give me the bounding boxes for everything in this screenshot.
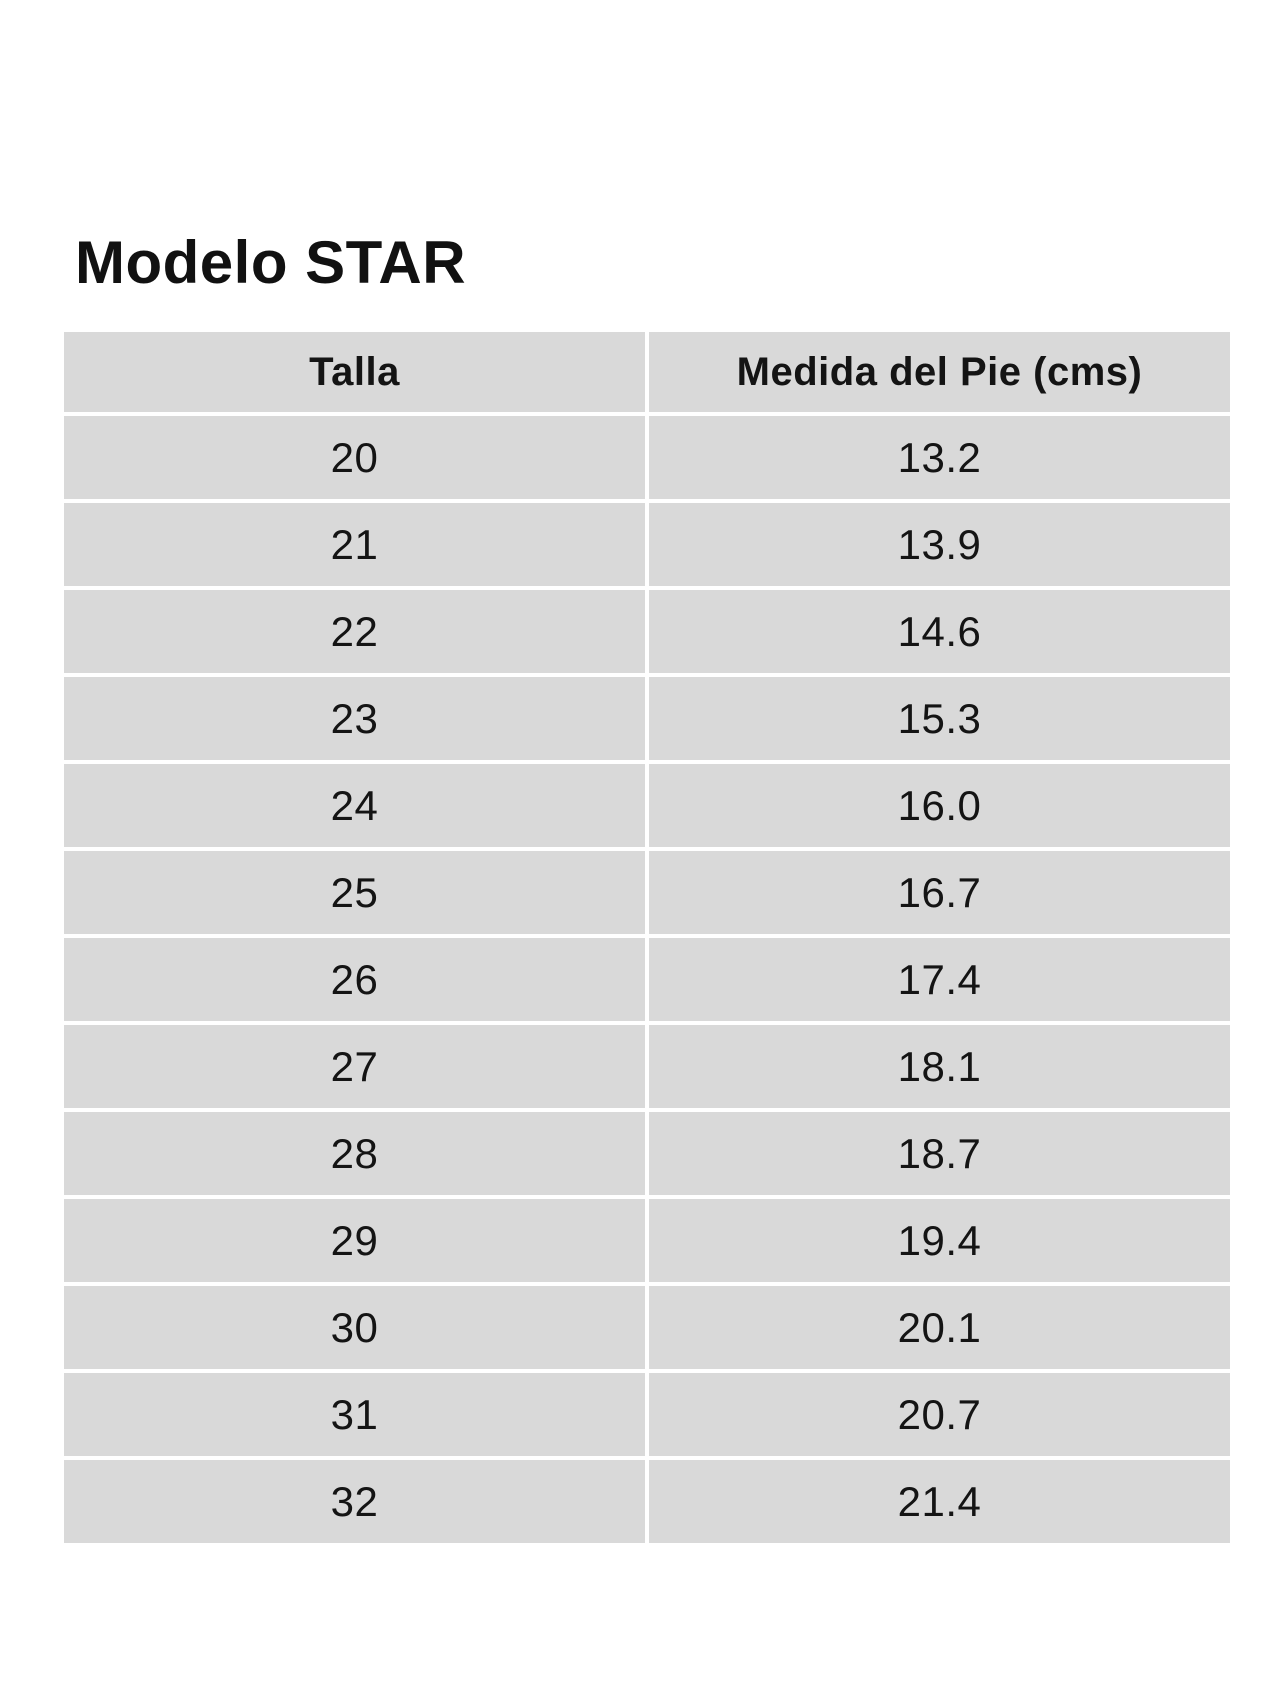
table-row: 30 20.1	[64, 1286, 1230, 1369]
table-header-row: Talla Medida del Pie (cms)	[64, 332, 1230, 412]
talla-cell: 31	[64, 1373, 645, 1456]
medida-cell: 16.0	[649, 764, 1230, 847]
table-row: 23 15.3	[64, 677, 1230, 760]
table-row: 32 21.4	[64, 1460, 1230, 1543]
table-row: 21 13.9	[64, 503, 1230, 586]
talla-cell: 30	[64, 1286, 645, 1369]
medida-cell: 14.6	[649, 590, 1230, 673]
table-row: 24 16.0	[64, 764, 1230, 847]
medida-cell: 18.1	[649, 1025, 1230, 1108]
medida-cell: 15.3	[649, 677, 1230, 760]
column-header-medida-del-pie: Medida del Pie (cms)	[649, 332, 1230, 412]
table-row: 31 20.7	[64, 1373, 1230, 1456]
talla-cell: 20	[64, 416, 645, 499]
talla-cell: 27	[64, 1025, 645, 1108]
medida-cell: 18.7	[649, 1112, 1230, 1195]
talla-cell: 23	[64, 677, 645, 760]
column-header-talla: Talla	[64, 332, 645, 412]
table-row: 26 17.4	[64, 938, 1230, 1021]
talla-cell: 25	[64, 851, 645, 934]
medida-cell: 20.1	[649, 1286, 1230, 1369]
medida-cell: 19.4	[649, 1199, 1230, 1282]
talla-cell: 28	[64, 1112, 645, 1195]
table-row: 20 13.2	[64, 416, 1230, 499]
table-row: 28 18.7	[64, 1112, 1230, 1195]
table-row: 29 19.4	[64, 1199, 1230, 1282]
table-body: 20 13.2 21 13.9 22 14.6 23 15.3 24 16.0 25 16.7 26 17…	[64, 416, 1230, 1543]
table-row: 27 18.1	[64, 1025, 1230, 1108]
talla-cell: 24	[64, 764, 645, 847]
size-chart-table: Talla Medida del Pie (cms) 20 13.2 21 13.9 2…	[64, 332, 1230, 1543]
medida-cell: 13.9	[649, 503, 1230, 586]
medida-cell: 20.7	[649, 1373, 1230, 1456]
talla-cell: 26	[64, 938, 645, 1021]
medida-cell: 16.7	[649, 851, 1230, 934]
page-title: Modelo STAR	[75, 229, 467, 297]
talla-cell: 21	[64, 503, 645, 586]
table-row: 25 16.7	[64, 851, 1230, 934]
medida-cell: 17.4	[649, 938, 1230, 1021]
medida-cell: 13.2	[649, 416, 1230, 499]
medida-cell: 21.4	[649, 1460, 1230, 1543]
talla-cell: 22	[64, 590, 645, 673]
talla-cell: 29	[64, 1199, 645, 1282]
talla-cell: 32	[64, 1460, 645, 1543]
table-row: 22 14.6	[64, 590, 1230, 673]
